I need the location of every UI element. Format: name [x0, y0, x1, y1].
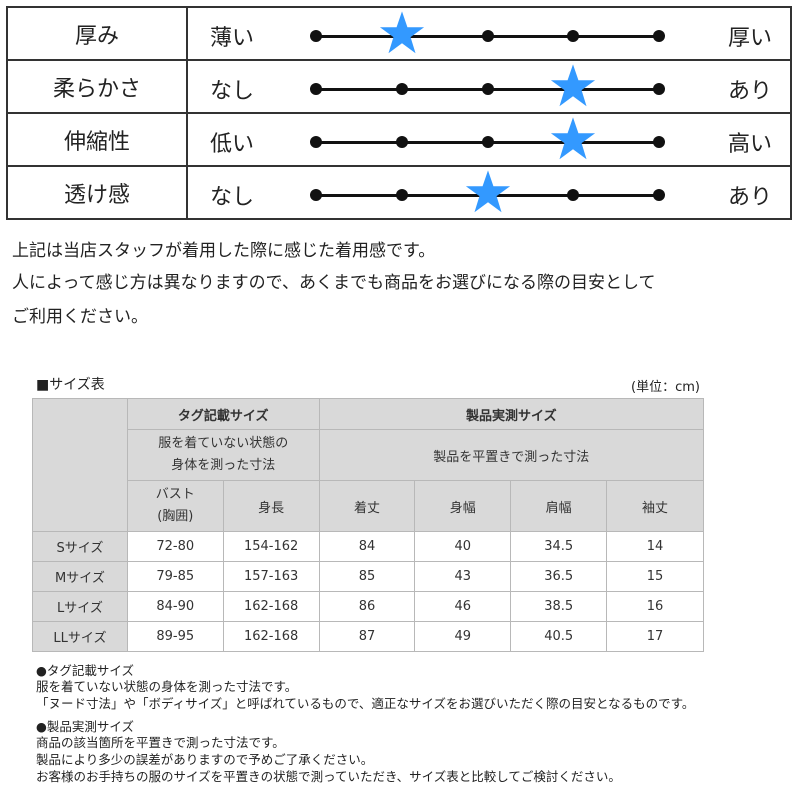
- unit-caption: (単位：cm): [631, 380, 700, 395]
- col-height: 身長: [222, 480, 320, 532]
- table-row: LLサイズ 89-95 162-168 87 49 40.5 17: [32, 621, 704, 652]
- table-row: Sサイズ 72-80 154-162 84 40 34.5 14: [32, 531, 704, 562]
- scale-dot: [310, 189, 322, 201]
- scale-dot: [653, 189, 665, 201]
- group-tag-desc: 服を着ていない状態の 身体を測った寸法: [126, 429, 320, 481]
- level-star-icon: [551, 64, 596, 107]
- scale-right-label: 厚い: [727, 26, 772, 51]
- level-star-icon: [551, 117, 596, 160]
- feel-row-stretch: 伸縮性 低い 高い: [6, 112, 792, 167]
- footnote-line: 「ヌード寸法」や「ボディサイズ」と呼ばれているもので、適正なサイズをお選びいただ…: [36, 696, 695, 711]
- size-table: タグ記載サイズ 製品実測サイズ 服を着ていない状態の 身体を測った寸法 製品を平…: [32, 398, 705, 652]
- footnote-product-title: ●製品実測サイズ: [36, 719, 135, 734]
- scale-dot: [395, 136, 408, 148]
- scale-dot: [653, 136, 665, 148]
- scale-dot: [653, 30, 665, 42]
- scale-left-label: なし: [210, 185, 255, 210]
- size-table-caption: ■サイズ表: [36, 377, 105, 393]
- footnote-line: 服を着ていない状態の身体を測った寸法です。: [36, 679, 298, 694]
- scale-dot: [653, 83, 665, 95]
- feel-attr-label: 伸縮性: [6, 112, 188, 167]
- feel-scale: なし あり: [188, 61, 790, 112]
- scale-right-label: あり: [727, 79, 772, 104]
- scale-dot: [567, 189, 580, 201]
- scale-left-label: 低い: [210, 132, 255, 157]
- table-row: Mサイズ 79-85 157-163 85 43 36.5 15: [32, 561, 704, 592]
- feel-row-softness: 柔らかさ なし あり: [6, 59, 792, 114]
- feel-row-thickness: 厚み 薄い 厚い: [6, 6, 792, 61]
- scale-dot: [395, 83, 408, 95]
- scale-dot: [310, 30, 322, 42]
- scale-right-label: 高い: [727, 132, 772, 157]
- feel-attr-label: 柔らかさ: [6, 59, 188, 114]
- feel-scale: 低い 高い: [188, 114, 790, 165]
- footnote-line: 商品の該当箇所を平置きで測った寸法です。: [36, 735, 285, 750]
- scale-dot: [481, 83, 494, 95]
- level-star-icon: [465, 170, 510, 213]
- note-line: 上記は当店スタッフが着用した際に感じた着用感です。: [12, 241, 436, 261]
- scale-dot: [567, 30, 580, 42]
- scale-left-label: 薄い: [210, 26, 255, 51]
- feel-row-sheerness: 透け感 なし あり: [6, 165, 792, 220]
- scale-dot: [310, 83, 322, 95]
- col-shoulder: 肩幅: [510, 480, 608, 532]
- group-tag-header: タグ記載サイズ: [126, 398, 320, 430]
- footnote-tag-title: ●タグ記載サイズ: [36, 663, 135, 678]
- group-product-header: 製品実測サイズ: [318, 398, 705, 430]
- col-length: 着丈: [318, 480, 416, 532]
- corner-cell: [32, 398, 128, 532]
- feel-attr-label: 透け感: [6, 165, 188, 220]
- scale-right-label: あり: [727, 185, 772, 210]
- scale-dot: [395, 189, 408, 201]
- table-row: Lサイズ 84-90 162-168 86 46 38.5 16: [32, 591, 704, 622]
- col-width: 身幅: [414, 480, 512, 532]
- scale-dot: [481, 136, 494, 148]
- level-star-icon: [379, 11, 424, 54]
- col-sleeve: 袖丈: [606, 480, 704, 532]
- wear-feel-table: 厚み 薄い 厚い 柔らかさ なし あり 伸縮性 低い 高い 透け感 なし あり: [6, 6, 792, 220]
- scale-dot: [481, 30, 494, 42]
- feel-scale: なし あり: [188, 167, 790, 218]
- scale-left-label: なし: [210, 79, 255, 104]
- feel-attr-label: 厚み: [6, 6, 188, 61]
- note-line: 人によって感じ方は異なりますので、あくまでも商品をお選びになる際の目安として: [12, 273, 656, 293]
- note-line: ご利用ください。: [12, 307, 148, 327]
- col-bust: バスト (胸囲): [126, 480, 224, 532]
- scale-dot: [310, 136, 322, 148]
- feel-scale: 薄い 厚い: [188, 8, 790, 59]
- footnote-line: お客様のお手持ちの服のサイズを平置きの状態で測っていただき、サイズ表と比較してご…: [36, 769, 621, 784]
- footnote-line: 製品により多少の誤差がありますので予めご了承ください。: [36, 752, 374, 767]
- group-product-desc: 製品を平置きで測った寸法: [318, 429, 705, 481]
